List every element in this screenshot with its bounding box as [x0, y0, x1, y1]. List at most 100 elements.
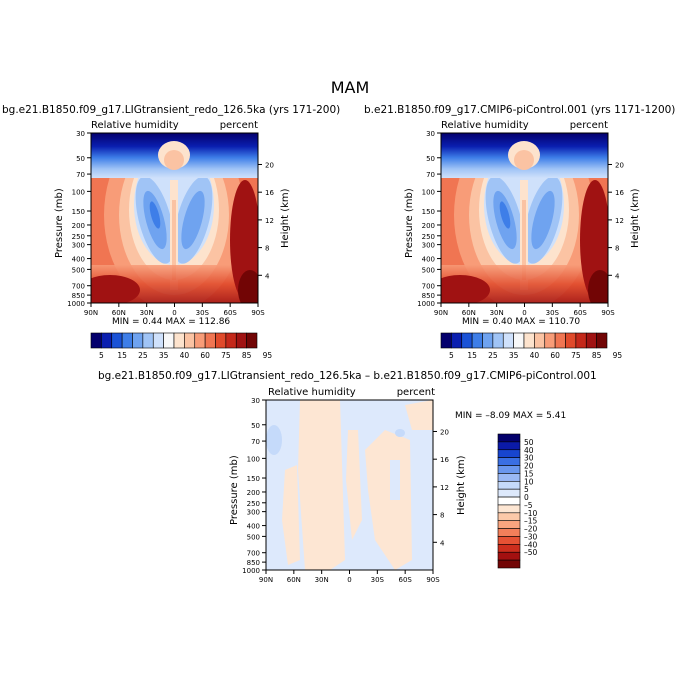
panel1-xtick-label: 60N: [112, 309, 126, 317]
colorbar-diff-box: [498, 473, 520, 481]
panel1-ytick-label: 70: [76, 171, 85, 179]
panel2-ytick-label: 50: [426, 155, 435, 163]
colorbar-right-label: 60: [550, 351, 560, 360]
panel2-ytick-right-label: 16: [615, 189, 624, 197]
panel3-xtick-label: 30S: [371, 576, 385, 584]
panel1-ytick-label: 200: [72, 222, 85, 230]
panel1-field: [80, 120, 262, 310]
colorbar-right-box: [597, 333, 607, 348]
panel2-ytick-label: 300: [422, 242, 435, 250]
colorbar-left-box: [91, 333, 101, 348]
panel3-xtick-label: 90S: [426, 576, 440, 584]
colorbar-right-label: 35: [509, 351, 519, 360]
panel2-ytick-label: 1000: [417, 300, 435, 308]
panel3-ytick-right-label: 16: [440, 456, 449, 464]
colorbar-right-box: [555, 333, 565, 348]
colorbar-diff-box: [498, 450, 520, 458]
panel2-ytick-right-label: 20: [615, 161, 624, 169]
colorbar-left-box: [112, 333, 122, 348]
colorbar-diff-box: [498, 536, 520, 544]
panel1-ytick-label: 30: [76, 130, 85, 138]
panel1-ytick-label: 400: [72, 256, 85, 264]
panel1-xtick-label: 90N: [84, 309, 98, 317]
colorbar-right-label: 25: [488, 351, 498, 360]
colorbar-right-box: [534, 333, 544, 348]
colorbar-left-box: [101, 333, 111, 348]
colorbar-diff-box: [498, 529, 520, 537]
panel1-xtick-label: 30S: [196, 309, 210, 317]
colorbar-right-label: 75: [571, 351, 581, 360]
panel2-ytick-label: 200: [422, 222, 435, 230]
panel1-ytick-label: 100: [72, 188, 85, 196]
panel1-ytick-label: 250: [72, 233, 85, 241]
colorbar-left-box: [184, 333, 194, 348]
panel1-xtick-label: 90S: [251, 309, 265, 317]
colorbar-right-label: 15: [467, 351, 477, 360]
panel1-xtick-label: 60S: [223, 309, 237, 317]
colorbar-left-box: [143, 333, 153, 348]
colorbar-left-box: [174, 333, 184, 348]
colorbar-diff-box: [498, 560, 520, 568]
panel1-ytick-label: 500: [72, 266, 85, 274]
colorbar-diff-box: [498, 458, 520, 466]
panel2-ytick-label: 850: [422, 292, 435, 300]
panel3-ytick-label: 200: [247, 489, 260, 497]
colorbar-right-box: [566, 333, 576, 348]
colorbar-diff-box: [498, 489, 520, 497]
panel3-xtick-label: 60S: [398, 576, 412, 584]
panel3-ytick-label: 150: [247, 475, 260, 483]
colorbar-left-label: 75: [221, 351, 231, 360]
colorbar-diff-box: [498, 513, 520, 521]
colorbar-left-box: [195, 333, 205, 348]
panel2-ytick-right-label: 12: [615, 217, 624, 225]
panel2-ytick-label: 70: [426, 171, 435, 179]
colorbar-diff-box: [498, 552, 520, 560]
colorbar-left-box: [247, 333, 257, 348]
panel2-xtick-label: 60N: [462, 309, 476, 317]
colorbar-left-label: 5: [99, 351, 104, 360]
colorbar-left-box: [205, 333, 215, 348]
colorbar-left-label: 25: [138, 351, 148, 360]
colorbar-right-box: [524, 333, 534, 348]
colorbar-right-box: [586, 333, 596, 348]
panel2-ytick-label: 250: [422, 233, 435, 241]
panel3-ytick-label: 700: [247, 550, 260, 558]
panel2-xtick-label: 90S: [601, 309, 615, 317]
panel1-ytick-right-label: 12: [265, 217, 274, 225]
colorbar-diff-box: [498, 481, 520, 489]
panel3-ytick-label: 250: [247, 500, 260, 508]
colorbar-right-box: [493, 333, 503, 348]
panel2-field: [430, 120, 612, 310]
panel2-xtick-label: 30S: [546, 309, 560, 317]
panel1-ytick-label: 850: [72, 292, 85, 300]
panel2-ytick-label: 100: [422, 188, 435, 196]
colorbar-diff-box: [498, 521, 520, 529]
colorbar-diff-box: [498, 544, 520, 552]
panel3-ytick-right-label: 4: [440, 539, 445, 547]
panel3-xtick-label: 60N: [287, 576, 301, 584]
panel2-ytick-right-label: 8: [615, 245, 619, 253]
colorbar-right-label: 40: [530, 351, 540, 360]
colorbar-right-box: [451, 333, 461, 348]
panel3-field: [266, 400, 433, 570]
panel3-ytick-label: 70: [251, 438, 260, 446]
colorbar-right-box: [441, 333, 451, 348]
colorbar-left-box: [226, 333, 236, 348]
panel2-ytick-label: 500: [422, 266, 435, 274]
panel3-ytick-label: 400: [247, 523, 260, 531]
panel2-ytick-label: 30: [426, 130, 435, 138]
colorbar-right-box: [576, 333, 586, 348]
panel1-ytick-label: 150: [72, 208, 85, 216]
panel1-ytick-label: 50: [76, 155, 85, 163]
colorbar-left-label: 85: [242, 351, 252, 360]
colorbar-left-label: 35: [159, 351, 169, 360]
panel2-xtick-label: 90N: [434, 309, 448, 317]
colorbar-left-box: [236, 333, 246, 348]
colorbar-right-box: [472, 333, 482, 348]
panel2-ytick-label: 400: [422, 256, 435, 264]
colorbar-right-box: [462, 333, 472, 348]
panel3-ytick-right-label: 20: [440, 428, 449, 436]
colorbar-diff-label: –50: [524, 548, 538, 557]
panel1-ytick-right-label: 20: [265, 161, 274, 169]
colorbar-right-box: [503, 333, 513, 348]
